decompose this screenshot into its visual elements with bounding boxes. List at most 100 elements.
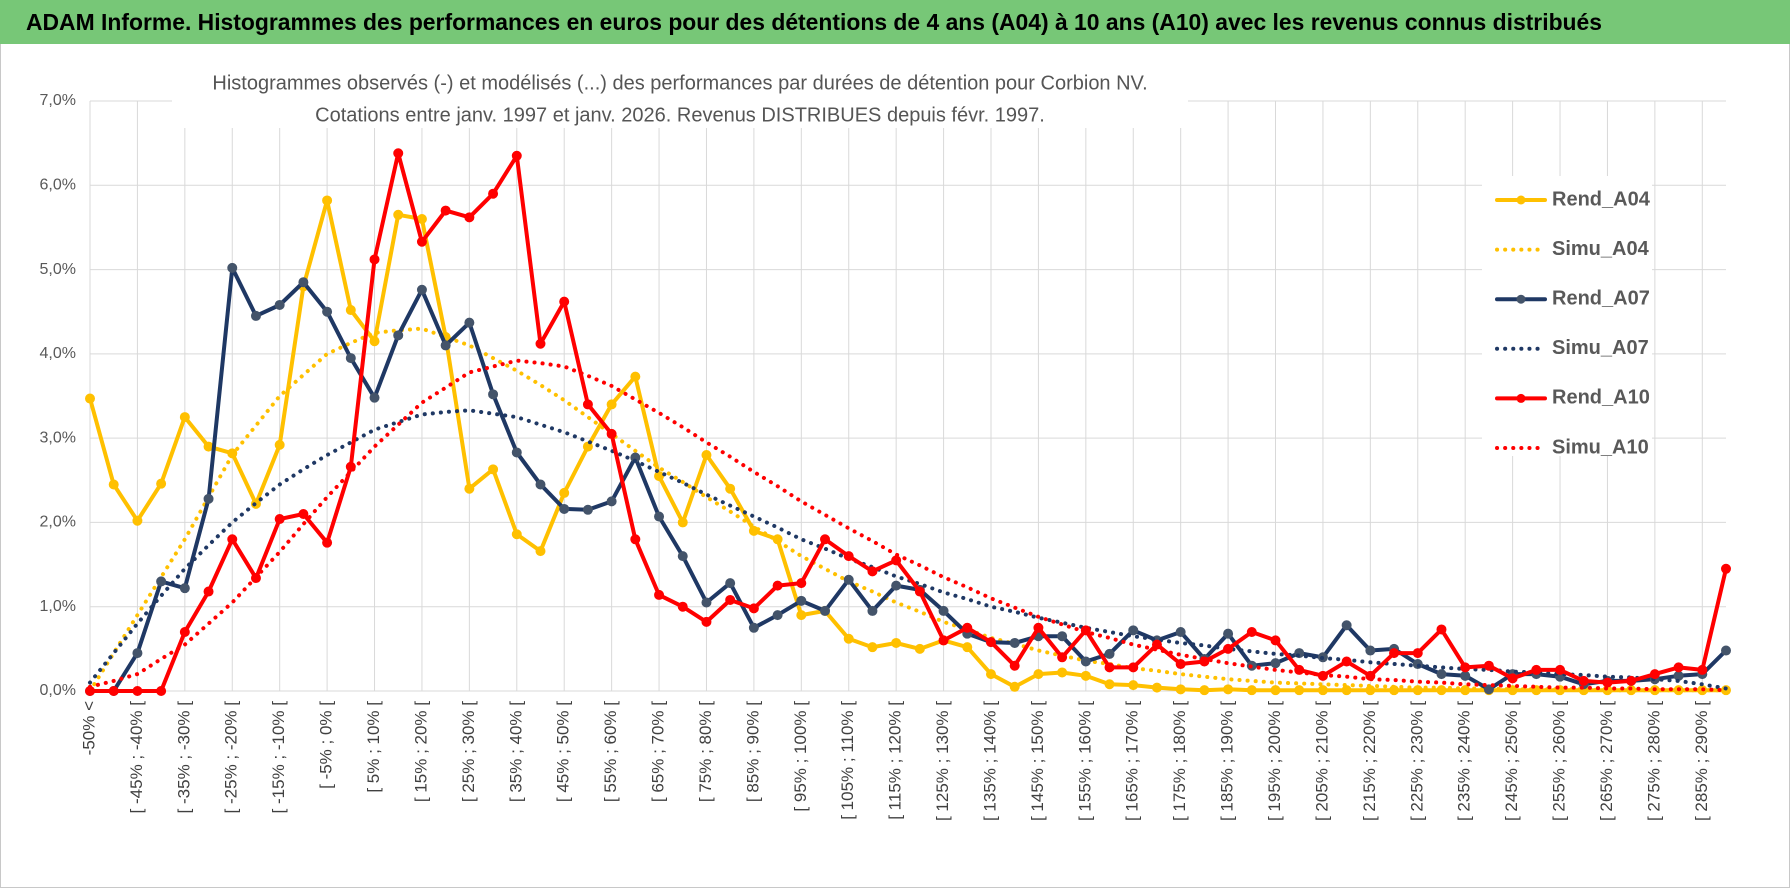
data-point <box>1057 652 1068 663</box>
data-point <box>1531 664 1542 675</box>
x-tick-label: [ 15% ; 20% [ <box>411 701 430 802</box>
x-tick-label: [ 215% ; 220% [ <box>1360 701 1379 821</box>
data-point <box>464 483 475 494</box>
data-point <box>1317 685 1328 696</box>
legend-box <box>1482 176 1652 456</box>
data-point <box>1341 620 1352 631</box>
data-point <box>914 643 925 654</box>
data-point <box>1009 681 1020 692</box>
data-point <box>345 353 356 364</box>
data-point <box>1033 669 1044 680</box>
data-point <box>1626 675 1637 686</box>
data-point <box>369 336 380 347</box>
data-point <box>962 622 973 633</box>
data-point <box>1697 664 1708 675</box>
data-point <box>274 439 285 450</box>
data-point <box>274 299 285 310</box>
data-point <box>488 389 499 400</box>
data-point <box>677 517 688 528</box>
y-tick-label: 5,0% <box>40 261 76 278</box>
data-point <box>772 610 783 621</box>
data-point <box>1721 645 1731 656</box>
data-point <box>962 642 973 653</box>
data-point <box>298 277 309 288</box>
x-tick-label: [ 5% ; 10% [ <box>364 701 383 793</box>
data-point <box>464 317 475 328</box>
data-point <box>156 686 167 696</box>
data-point <box>1270 658 1281 669</box>
legend-marker <box>1516 294 1526 304</box>
data-point <box>1578 675 1589 686</box>
data-point <box>393 209 404 220</box>
data-point <box>440 340 451 351</box>
data-point <box>1649 669 1660 680</box>
data-point <box>274 514 285 525</box>
y-tick-label: 4,0% <box>40 345 76 362</box>
data-point <box>1104 648 1115 659</box>
data-point <box>891 637 902 648</box>
data-point <box>179 412 190 423</box>
data-point <box>1223 684 1234 695</box>
data-point <box>1151 682 1162 693</box>
data-point <box>1483 684 1494 695</box>
data-point <box>772 580 783 591</box>
x-tick-label: [ -25% ; -20% [ <box>222 701 241 814</box>
data-point <box>227 262 238 273</box>
y-tick-label: 6,0% <box>40 177 76 194</box>
series-line <box>88 408 1728 691</box>
data-point <box>559 296 570 307</box>
x-tick-label: [ -15% ; -10% [ <box>269 701 288 814</box>
data-point <box>582 399 593 410</box>
data-point <box>985 637 996 648</box>
chart-title: Histogrammes observés (-) et modélisés (… <box>212 72 1147 94</box>
data-point <box>677 601 688 612</box>
x-tick-label: [ -5% ; 0% [ <box>317 701 336 789</box>
data-point <box>701 597 712 608</box>
data-point <box>606 399 617 410</box>
data-point <box>606 428 617 439</box>
data-point <box>85 393 95 404</box>
data-point <box>1460 662 1471 673</box>
x-tick-label: -50% < <box>79 701 98 755</box>
x-tick-label: [ 85% ; 90% [ <box>743 701 762 802</box>
data-point <box>630 371 641 382</box>
x-tick-label: [ 35% ; 40% [ <box>506 701 525 802</box>
y-tick-label: 1,0% <box>40 598 76 615</box>
x-tick-label: [ 25% ; 30% [ <box>459 701 478 802</box>
legend-marker <box>1516 393 1526 403</box>
data-point <box>108 479 119 490</box>
chart-subtitle: Cotations entre janv. 1997 et janv. 2026… <box>315 104 1045 126</box>
data-point <box>1460 670 1471 681</box>
data-point <box>345 305 356 316</box>
data-point <box>535 546 546 557</box>
legend-label: Rend_A04 <box>1552 188 1651 210</box>
data-point <box>511 447 522 458</box>
data-point <box>203 586 214 597</box>
data-point <box>416 214 427 224</box>
x-tick-label: [ 245% ; 250% [ <box>1502 701 1521 821</box>
data-point <box>1365 645 1376 656</box>
x-tick-label: [ 185% ; 190% [ <box>1218 701 1237 821</box>
data-point <box>1175 659 1186 670</box>
data-point <box>203 493 214 504</box>
data-point <box>748 603 759 614</box>
data-point <box>488 188 499 199</box>
data-point <box>1080 656 1091 667</box>
data-point <box>1128 680 1139 691</box>
data-point <box>1175 627 1186 637</box>
data-point <box>416 236 427 247</box>
data-point <box>796 595 807 606</box>
x-tick-label: [ 175% ; 180% [ <box>1170 701 1189 821</box>
data-point <box>1223 628 1234 639</box>
data-point <box>725 483 736 494</box>
data-point <box>843 633 854 644</box>
data-point <box>1104 662 1115 673</box>
data-point <box>725 578 736 589</box>
x-tick-label: [ 155% ; 160% [ <box>1075 701 1094 821</box>
data-point <box>1555 664 1566 675</box>
data-point <box>891 580 902 591</box>
x-tick-label: [ 165% ; 170% [ <box>1123 701 1142 821</box>
data-point <box>867 605 878 616</box>
data-point <box>132 648 143 659</box>
